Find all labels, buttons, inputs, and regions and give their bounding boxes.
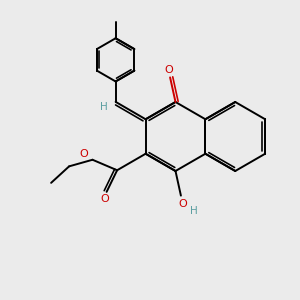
Text: H: H — [190, 206, 197, 216]
Text: O: O — [80, 149, 88, 159]
Text: H: H — [100, 102, 108, 112]
Text: O: O — [164, 65, 173, 75]
Text: O: O — [101, 194, 110, 204]
Text: O: O — [178, 199, 187, 209]
